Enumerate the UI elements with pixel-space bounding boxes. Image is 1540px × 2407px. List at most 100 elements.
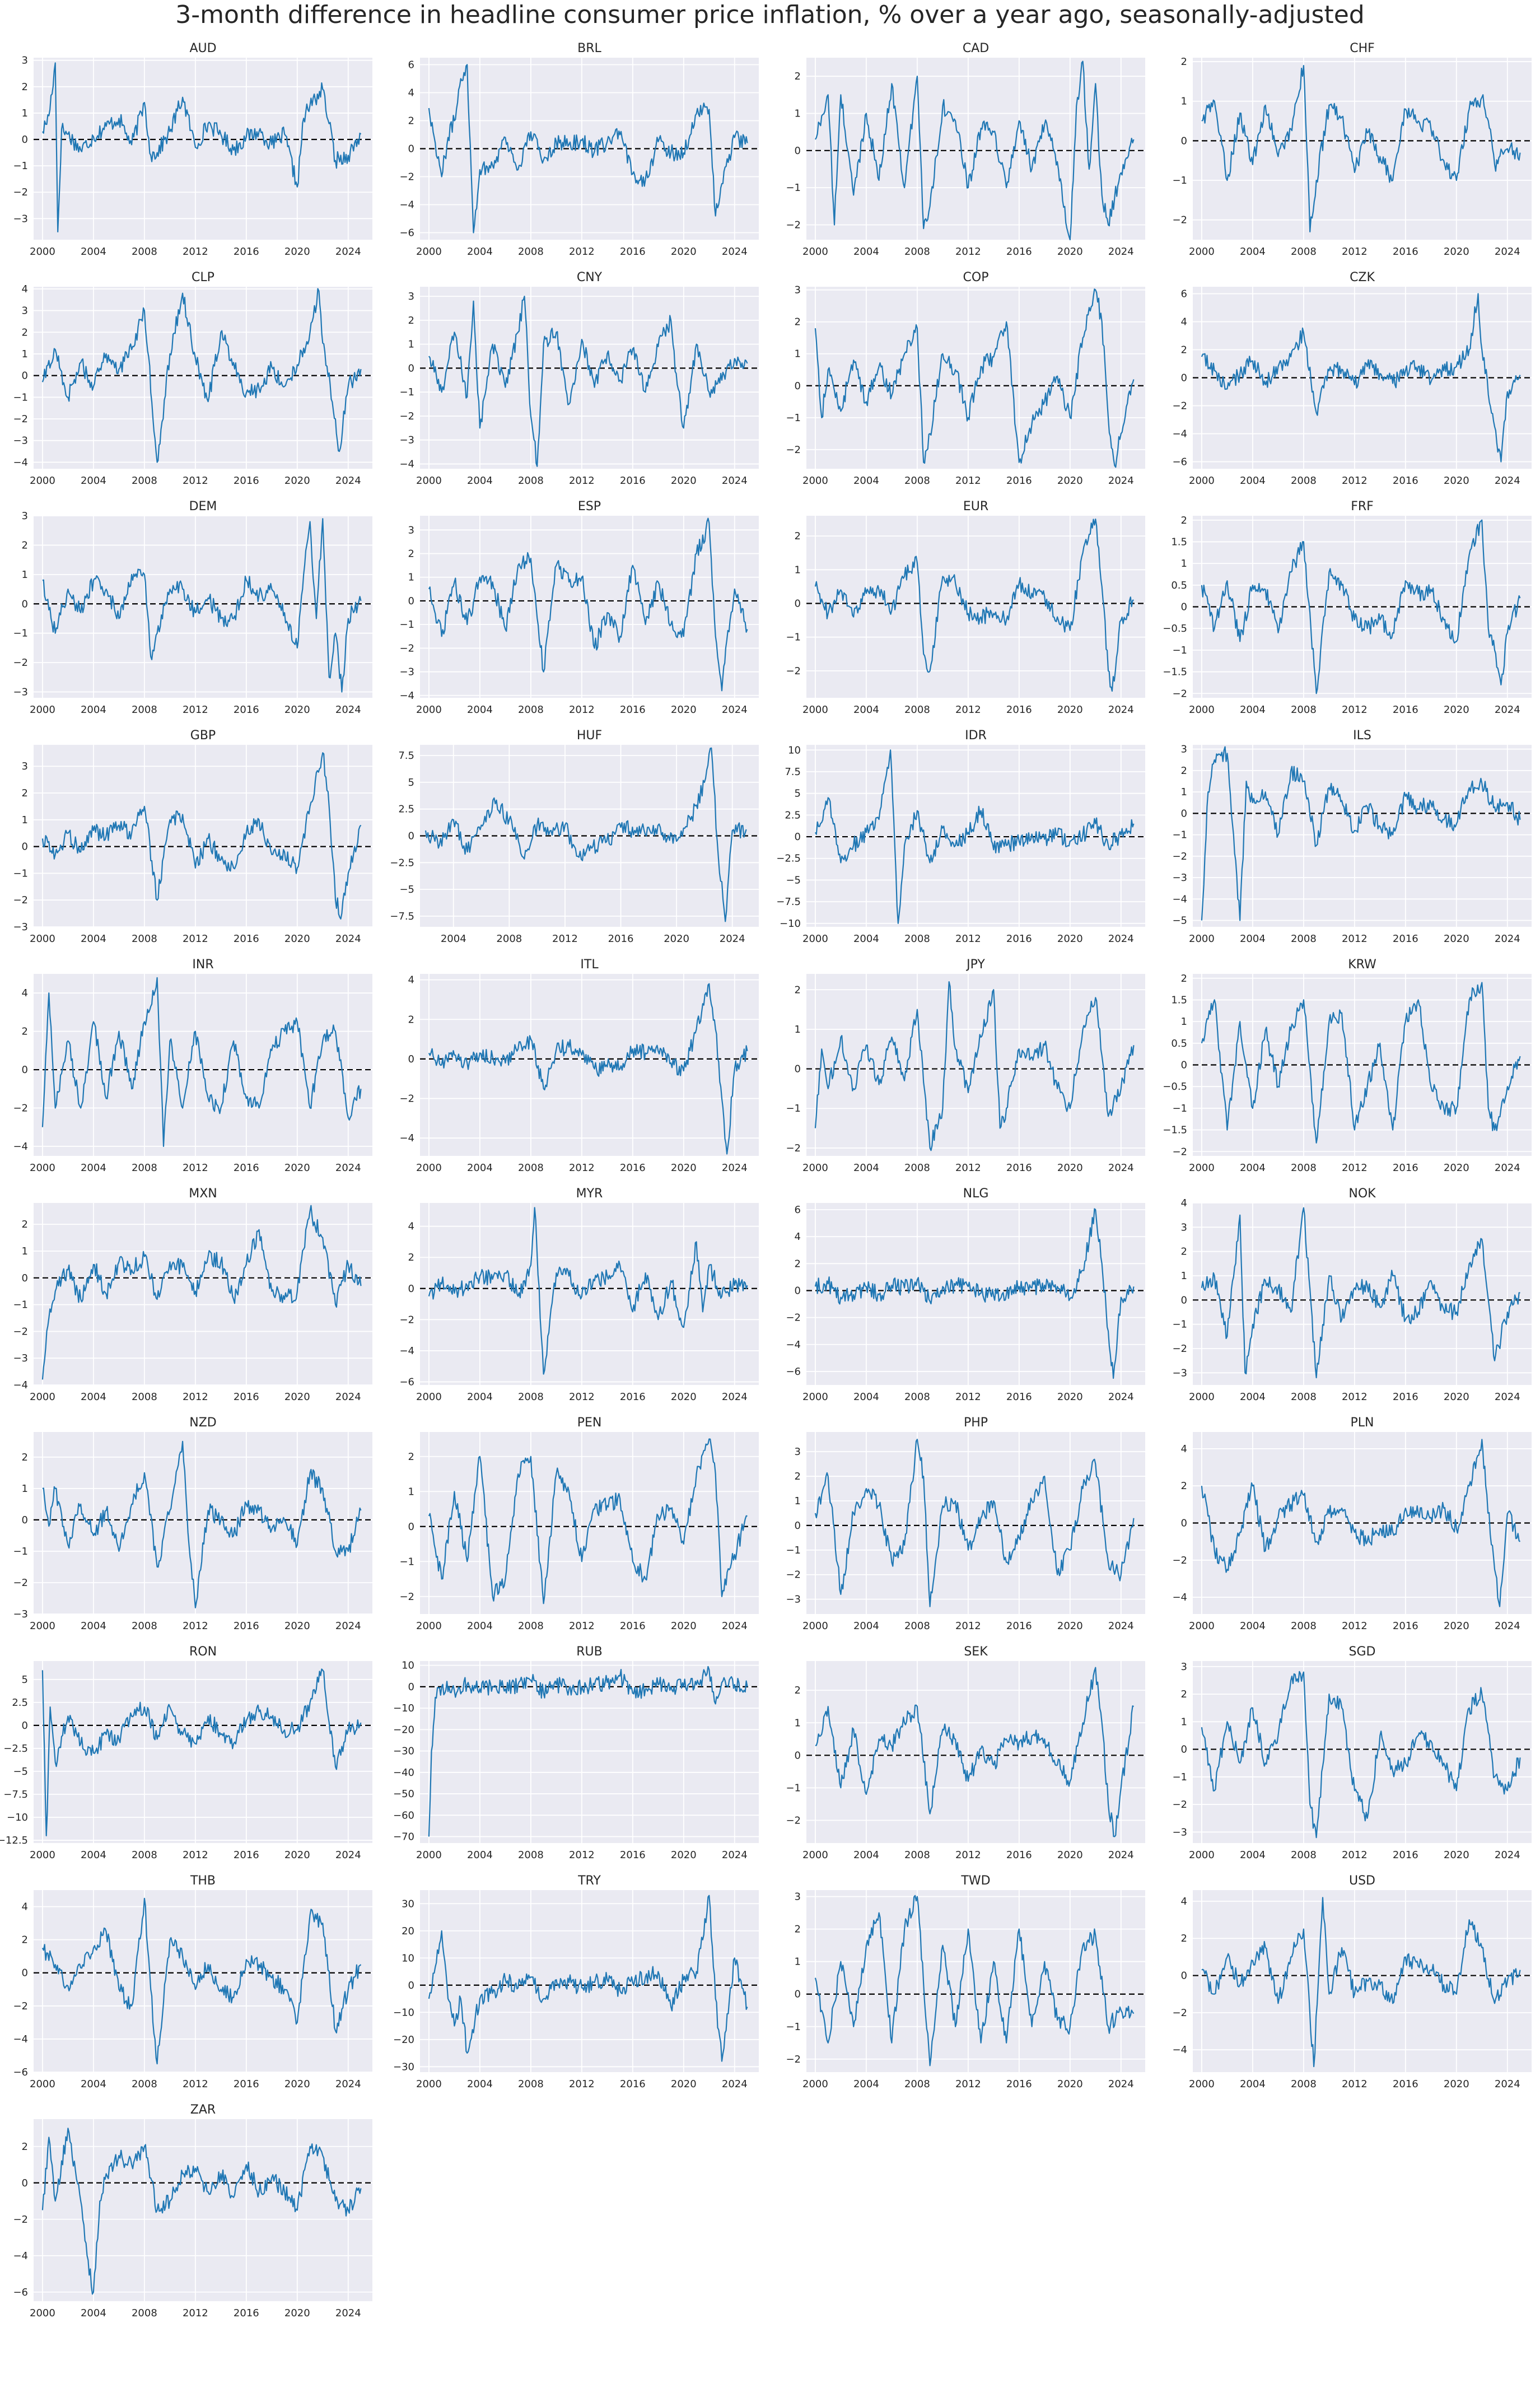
x-tick-label: 2012 <box>552 933 578 945</box>
y-tick-label: 3 <box>1181 1661 1187 1673</box>
y-tick-label: −4 <box>1172 1592 1187 1603</box>
x-tick-label: 2024 <box>1108 2078 1134 2090</box>
y-tick-label: −3 <box>1172 1826 1187 1838</box>
panel-chf: −2 −1 0 1 2 2000 2004 2008 2012 2016 2020 2024 CHF <box>1172 41 1532 258</box>
plot-area <box>34 745 372 927</box>
y-tick-label: −6 <box>399 227 414 239</box>
x-tick-label: 2024 <box>722 475 748 487</box>
panel-dem: −3 −2 −1 0 1 2 3 2000 2004 2008 2012 2016 2020 2024 DE… <box>13 500 372 716</box>
x-tick-label: 2004 <box>467 1620 493 1632</box>
x-tick-label: 2004 <box>853 1391 879 1403</box>
x-tick-label: 2016 <box>234 2078 259 2090</box>
x-tick-label: 2012 <box>955 246 981 258</box>
x-tick-label: 2020 <box>1444 1849 1469 1861</box>
x-tick-label: 2004 <box>853 1162 879 1174</box>
x-tick-label: 2016 <box>1393 2078 1418 2090</box>
y-tick-label: 3 <box>408 291 414 302</box>
x-tick-label: 2008 <box>904 246 930 258</box>
x-tick-label: 2008 <box>518 1391 544 1403</box>
y-tick-label: 0 <box>22 1514 28 1526</box>
series-line-gbp <box>41 752 362 920</box>
panel-title: CLP <box>192 270 214 284</box>
x-tick-label: 2012 <box>569 1849 595 1861</box>
y-tick-label: 4 <box>795 1231 801 1243</box>
panel-esp: −4 −3 −2 −1 0 1 2 3 2000 2004 2008 2012 2016 2020 2024… <box>399 500 759 716</box>
y-tick-label: 2 <box>1181 1688 1187 1700</box>
y-tick-label: −3 <box>399 666 414 678</box>
panel-brl: −6 −4 −2 0 2 4 6 2000 2004 2008 2012 2016 2020 2024 BR… <box>399 41 759 258</box>
x-tick-label: 2016 <box>1393 246 1418 258</box>
panel-title: TWD <box>960 1874 990 1888</box>
y-tick-label: −10 <box>780 918 801 930</box>
panel-nok: −3 −2 −1 0 1 2 3 4 2000 2004 2008 2012 2016 2020 2024 N… <box>1172 1187 1532 1403</box>
y-tick-label: 0 <box>1181 1060 1187 1071</box>
series-line-brl <box>428 64 748 234</box>
y-tick-label: 1 <box>795 1956 801 1968</box>
y-tick-label: 3 <box>795 1891 801 1903</box>
x-tick-label: 2012 <box>955 933 981 945</box>
y-tick-label: −2 <box>1172 851 1187 862</box>
plot-area <box>34 58 372 240</box>
series-line-mxn <box>41 1205 362 1380</box>
y-tick-label: 3 <box>1181 1221 1187 1233</box>
x-tick-label: 2012 <box>183 1620 208 1632</box>
y-tick-label: 1 <box>1181 1270 1187 1282</box>
panel-thb: −6 −4 −2 0 2 4 2000 2004 2008 2012 2016 2020 2024 THB <box>13 1874 372 2090</box>
x-tick-label: 2004 <box>1240 933 1266 945</box>
y-tick-label: −2 <box>1172 400 1187 412</box>
x-tick-label: 2020 <box>284 475 310 487</box>
y-tick-label: −1 <box>786 632 801 643</box>
plot-area <box>420 516 759 698</box>
y-tick-label: −1 <box>399 619 414 631</box>
y-tick-label: −2 <box>786 2054 801 2065</box>
panel-title: CAD <box>963 41 989 55</box>
x-tick-label: 2000 <box>30 2078 55 2090</box>
y-tick-label: 1 <box>795 1717 801 1729</box>
y-tick-label: 5 <box>795 788 801 800</box>
x-tick-label: 2008 <box>1291 246 1317 258</box>
y-tick-label: −4 <box>399 199 414 211</box>
y-tick-label: −5 <box>13 1766 28 1778</box>
panel-title: COP <box>963 270 989 284</box>
y-tick-label: 1 <box>408 572 414 584</box>
x-tick-label: 2012 <box>569 246 595 258</box>
panel-title: SGD <box>1349 1645 1376 1659</box>
y-tick-label: 0 <box>22 1967 28 1979</box>
x-tick-label: 2012 <box>569 2078 595 2090</box>
x-tick-label: 2024 <box>1495 933 1520 945</box>
y-tick-label: 3 <box>22 761 28 772</box>
y-tick-label: 0 <box>795 1285 801 1296</box>
y-tick-label: −1 <box>786 1545 801 1556</box>
y-tick-label: 0 <box>1181 1970 1187 1982</box>
y-tick-label: −10 <box>393 1702 414 1714</box>
x-tick-label: 2004 <box>853 704 879 716</box>
x-tick-label: 2016 <box>234 1391 259 1403</box>
x-tick-label: 2020 <box>1057 704 1083 716</box>
panel-title: DEM <box>189 500 217 514</box>
y-tick-label: −4 <box>13 1141 28 1153</box>
x-tick-label: 2016 <box>1006 1620 1032 1632</box>
x-tick-label: 2020 <box>1057 1849 1083 1861</box>
x-tick-label: 2008 <box>132 933 157 945</box>
x-tick-label: 2024 <box>1108 475 1134 487</box>
x-tick-label: 2016 <box>1393 1849 1418 1861</box>
panel-title: FRF <box>1351 500 1374 514</box>
x-tick-label: 2016 <box>1393 1620 1418 1632</box>
x-tick-label: 2012 <box>569 1391 595 1403</box>
y-tick-label: −2 <box>786 1814 801 1826</box>
x-tick-label: 2004 <box>853 1849 879 1861</box>
y-tick-label: −30 <box>393 1746 414 1757</box>
x-tick-label: 2004 <box>81 1620 106 1632</box>
x-tick-label: 2020 <box>1444 704 1469 716</box>
plot-area <box>34 287 372 469</box>
y-tick-label: −1 <box>1172 175 1187 186</box>
plot-area <box>1193 58 1532 240</box>
y-tick-label: 0 <box>22 1272 28 1284</box>
y-tick-label: 3 <box>1181 744 1187 755</box>
y-tick-label: −6 <box>399 1376 414 1388</box>
x-tick-label: 2020 <box>1444 933 1469 945</box>
y-tick-label: −2 <box>786 1569 801 1581</box>
x-tick-label: 2024 <box>1108 704 1134 716</box>
x-tick-label: 2000 <box>30 1162 55 1174</box>
y-tick-label: 1 <box>795 1024 801 1035</box>
